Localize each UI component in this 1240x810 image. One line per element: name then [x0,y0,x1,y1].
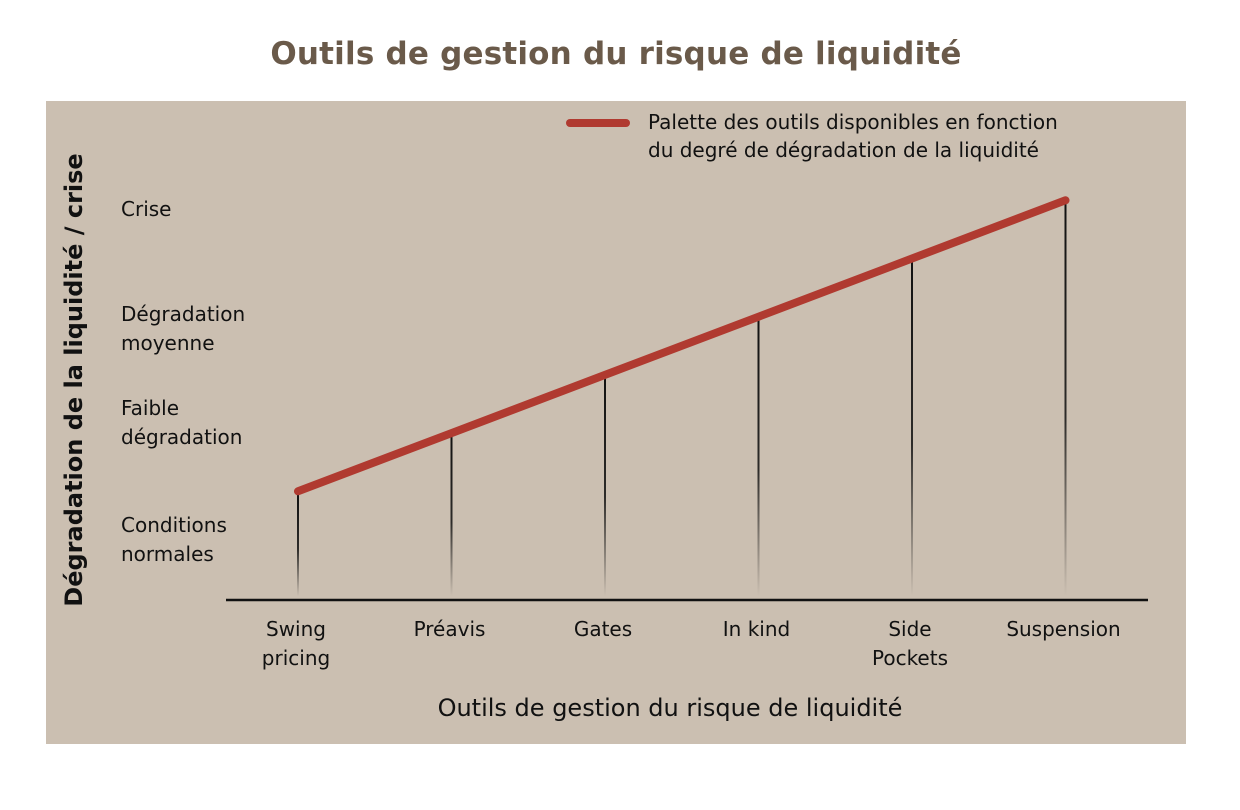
x-tick-label-1: Préavis [414,617,486,641]
chart-panel [46,101,1186,744]
legend-label-line-2: du degré de dégradation de la liquidité [648,138,1039,162]
y-axis-label: Dégradation de la liquidité / crise [60,153,88,606]
chart-title: Outils de gestion du risque de liquidité [270,36,962,72]
stems-layer [297,200,1067,597]
x-tick-label-2: Gates [574,617,632,641]
y-level-label-1: Faible dégradation [121,396,242,449]
y-level-labels: Conditions normales Faible dégradation Dégra… [121,197,245,566]
y-level-label-0: Conditions normales [121,513,227,566]
stem-4 [911,258,913,596]
stem-0 [297,491,299,596]
x-tick-labels: Swing pricing Préavis Gates In kind Side Pocke… [262,617,1121,670]
x-tick-label-4: Side Pockets [872,617,948,670]
x-axis-label: Outils de gestion du risque de liquidité [438,694,903,722]
stem-1 [450,433,453,596]
stem-2 [604,374,606,596]
legend-label-line-1: Palette des outils disponibles en foncti… [648,110,1058,134]
stem-5 [1064,200,1067,597]
series-line [294,196,1070,496]
stem-3 [757,316,760,596]
x-tick-label-3: In kind [723,617,790,641]
x-tick-label-0: Swing pricing [262,617,330,670]
y-level-label-2: Dégradation moyenne [121,302,245,355]
y-level-label-3: Crise [121,197,171,221]
x-tick-label-5: Suspension [1006,617,1120,641]
legend: Palette des outils disponibles en foncti… [566,110,1058,162]
